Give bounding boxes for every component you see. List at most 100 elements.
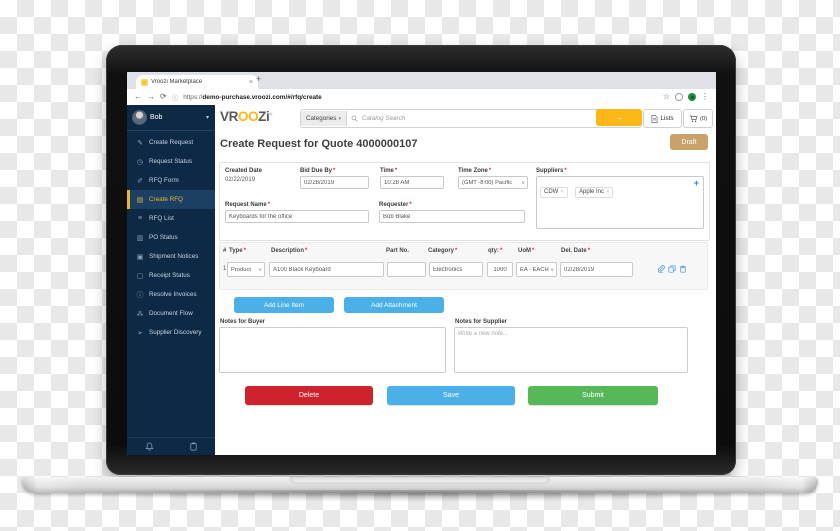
- sidebar-item-shipment-notices[interactable]: ▣ Shipment Notices: [127, 247, 215, 266]
- created-date-value: 02/22/2019: [225, 177, 256, 183]
- sidebar-item-receipt-status[interactable]: ▢ Receipt Status: [127, 266, 215, 285]
- sidebar-item-po-status[interactable]: ▥ PO Status: [127, 228, 215, 247]
- remove-tag-icon[interactable]: ×: [560, 189, 564, 195]
- notes-for-supplier-textarea[interactable]: [454, 327, 688, 373]
- sidebar-item-rfq-form[interactable]: ✐ RFQ Form: [127, 171, 215, 190]
- description-input[interactable]: [269, 262, 384, 277]
- category-input[interactable]: [429, 262, 483, 277]
- request-name-field: Request Name*: [225, 202, 369, 223]
- time-input[interactable]: [380, 176, 444, 189]
- sidebar-item-create-request[interactable]: ✎ Create Request: [127, 133, 215, 152]
- categories-dropdown[interactable]: Categories ▾: [301, 111, 347, 126]
- sidebar-item-label: Supplier Discovery: [149, 329, 202, 336]
- info-circle-icon: ⓘ: [136, 291, 144, 299]
- laptop-base-notch: [290, 477, 550, 484]
- search-input[interactable]: Catalog Search: [361, 115, 406, 122]
- clipboard-icon[interactable]: [189, 442, 198, 451]
- browser-tab-active[interactable]: Vroozi Marketplace ×: [136, 75, 258, 89]
- forward-icon[interactable]: →: [147, 92, 155, 101]
- trash-icon[interactable]: [679, 265, 687, 273]
- add-supplier-icon[interactable]: +: [693, 178, 699, 188]
- logo-reg-mark: ®: [269, 111, 272, 117]
- suppliers-box[interactable]: CDW × Apple Inc × +: [536, 176, 704, 229]
- required-mark: *: [564, 168, 567, 174]
- rfq-header-panel: Created Date 02/22/2019 Bid Due By* Time…: [219, 162, 710, 241]
- supplier-tag[interactable]: CDW ×: [540, 186, 568, 198]
- url-path: /#/rfq/create: [285, 93, 322, 101]
- request-name-input[interactable]: [225, 210, 369, 223]
- time-zone-value: (GMT -8:00) Pacific: [462, 179, 513, 186]
- sidebar-item-request-status[interactable]: ◷ Request Status: [127, 152, 215, 171]
- time-zone-select[interactable]: (GMT -8:00) Pacific ∨: [458, 176, 528, 189]
- kebab-menu-icon[interactable]: ⋮: [701, 92, 709, 101]
- created-date-label: Created Date: [225, 168, 263, 174]
- flow-icon: ⁂: [136, 310, 144, 318]
- sidebar-item-create-rfq[interactable]: ▤ Create RFQ: [127, 190, 215, 209]
- col-header-category: Category*: [428, 248, 458, 254]
- paperclip-icon[interactable]: [657, 265, 665, 273]
- edit-icon: ✎: [137, 139, 143, 147]
- bell-icon[interactable]: [145, 442, 154, 451]
- browser-toolbar: ← → ⟳ ⓘ https://demo-purchase.vroozi.com…: [127, 89, 716, 106]
- tab-title: Vroozi Marketplace: [151, 79, 203, 85]
- copy-icon[interactable]: [668, 265, 676, 273]
- required-mark: *: [532, 248, 535, 254]
- time-label: Time: [380, 168, 394, 174]
- bid-due-by-input[interactable]: [300, 176, 369, 189]
- sidebar-item-document-flow[interactable]: ⁂ Document Flow: [127, 304, 215, 323]
- col-header-qty: qty:*: [488, 248, 503, 254]
- supplier-tag[interactable]: Apple Inc ×: [575, 186, 614, 198]
- truck-icon: ▣: [136, 253, 144, 261]
- remove-tag-icon[interactable]: ×: [606, 189, 610, 195]
- delete-button[interactable]: Delete: [245, 386, 373, 405]
- sidebar-item-label: Resolve Invoices: [149, 291, 197, 298]
- user-menu[interactable]: Bob ▾: [127, 105, 215, 131]
- required-mark: *: [500, 248, 503, 254]
- notes-for-buyer-textarea[interactable]: [219, 327, 446, 373]
- sidebar-nav: ✎ Create Request ◷ Request Status ✐ RFQ For…: [127, 131, 215, 342]
- url-scheme: https://: [183, 93, 203, 101]
- suppliers-field: Suppliers* CDW × Apple Inc × +: [536, 168, 704, 229]
- catalog-search-bar: Categories ▾ Catalog Search →: [300, 109, 642, 128]
- required-mark: *: [409, 202, 412, 208]
- pencil-icon: ✐: [137, 177, 143, 185]
- reload-icon[interactable]: ⟳: [160, 92, 167, 101]
- close-tab-icon[interactable]: ×: [248, 78, 253, 86]
- sidebar-item-supplier-discovery[interactable]: ➢ Supplier Discovery: [127, 323, 215, 342]
- search-submit-button[interactable]: →: [596, 109, 642, 126]
- cart-button[interactable]: (0): [683, 109, 713, 128]
- status-badge: Draft: [670, 134, 708, 150]
- lists-button[interactable]: Lists: [643, 109, 682, 128]
- request-name-label: Request Name: [225, 202, 267, 208]
- type-select[interactable]: Product ∨: [227, 262, 265, 277]
- del-date-input[interactable]: [560, 262, 633, 277]
- extension-icon[interactable]: [675, 93, 683, 101]
- sidebar-item-resolve-invoices[interactable]: ⓘ Resolve Invoices: [127, 285, 215, 304]
- chevron-down-icon: ∨: [521, 179, 525, 186]
- required-mark: *: [267, 202, 271, 208]
- site-info-icon[interactable]: ⓘ: [171, 95, 179, 102]
- supplier-tag-name: Apple Inc: [579, 189, 605, 195]
- bookmark-star-icon[interactable]: ☆: [662, 92, 670, 101]
- qty-input[interactable]: [487, 262, 513, 277]
- sidebar-item-label: Receipt Status: [149, 272, 190, 279]
- submit-button[interactable]: Submit: [528, 386, 658, 405]
- col-header-description: Description*: [271, 248, 308, 254]
- sidebar-item-rfq-list[interactable]: ≡ RFQ List: [127, 209, 215, 228]
- page-title: Create Request for Quote 4000000107: [220, 138, 418, 150]
- time-zone-field: Time Zone* (GMT -8:00) Pacific ∨: [458, 168, 528, 189]
- user-avatar: [133, 111, 146, 124]
- save-button[interactable]: Save: [387, 386, 515, 405]
- add-attachment-button[interactable]: Add Attachment: [344, 297, 444, 313]
- browser-profile-avatar[interactable]: [688, 93, 696, 101]
- suppliers-label: Suppliers: [536, 168, 564, 174]
- lists-label: Lists: [660, 115, 674, 122]
- uom-select[interactable]: EA - EACH ∨: [516, 262, 557, 277]
- required-mark: *: [305, 248, 308, 254]
- add-line-item-button[interactable]: Add Line Item: [234, 297, 334, 313]
- part-no-input[interactable]: [387, 262, 426, 277]
- back-icon[interactable]: ←: [134, 92, 142, 101]
- new-tab-button[interactable]: +: [256, 74, 262, 84]
- address-bar[interactable]: https://demo-purchase.vroozi.com/#/rfq/c…: [183, 94, 322, 101]
- requester-input[interactable]: [379, 210, 525, 223]
